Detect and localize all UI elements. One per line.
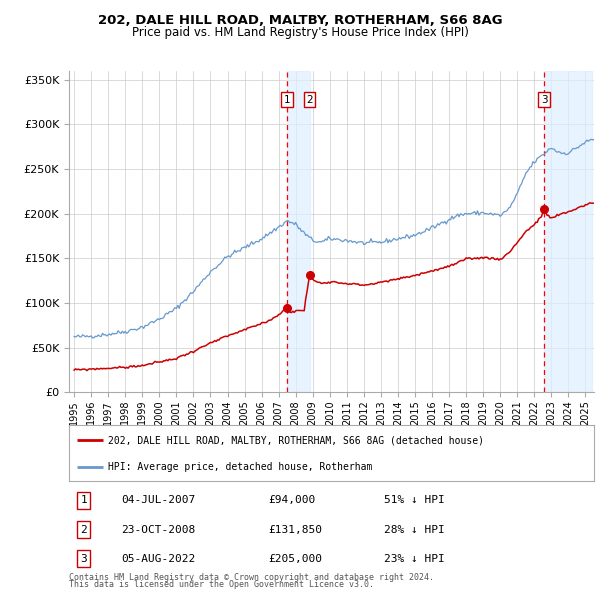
Text: £94,000: £94,000 xyxy=(269,495,316,505)
Text: HPI: Average price, detached house, Rotherham: HPI: Average price, detached house, Roth… xyxy=(109,462,373,472)
Text: 51% ↓ HPI: 51% ↓ HPI xyxy=(384,495,445,505)
Text: Contains HM Land Registry data © Crown copyright and database right 2024.: Contains HM Land Registry data © Crown c… xyxy=(69,573,434,582)
Text: 202, DALE HILL ROAD, MALTBY, ROTHERHAM, S66 8AG: 202, DALE HILL ROAD, MALTBY, ROTHERHAM, … xyxy=(98,14,502,27)
Bar xyxy=(544,71,592,392)
Bar xyxy=(287,71,310,392)
Text: 1: 1 xyxy=(284,95,290,105)
Text: 23% ↓ HPI: 23% ↓ HPI xyxy=(384,554,445,564)
Text: 23-OCT-2008: 23-OCT-2008 xyxy=(121,525,196,535)
Text: 2: 2 xyxy=(306,95,313,105)
Text: 3: 3 xyxy=(80,554,87,564)
Text: 2: 2 xyxy=(80,525,87,535)
Text: Price paid vs. HM Land Registry's House Price Index (HPI): Price paid vs. HM Land Registry's House … xyxy=(131,26,469,39)
Text: 3: 3 xyxy=(541,95,548,105)
Text: 04-JUL-2007: 04-JUL-2007 xyxy=(121,495,196,505)
Text: This data is licensed under the Open Government Licence v3.0.: This data is licensed under the Open Gov… xyxy=(69,581,374,589)
Text: 202, DALE HILL ROAD, MALTBY, ROTHERHAM, S66 8AG (detached house): 202, DALE HILL ROAD, MALTBY, ROTHERHAM, … xyxy=(109,435,484,445)
Text: £131,850: £131,850 xyxy=(269,525,323,535)
Text: 1: 1 xyxy=(80,495,87,505)
Text: £205,000: £205,000 xyxy=(269,554,323,564)
Text: 05-AUG-2022: 05-AUG-2022 xyxy=(121,554,196,564)
Text: 28% ↓ HPI: 28% ↓ HPI xyxy=(384,525,445,535)
